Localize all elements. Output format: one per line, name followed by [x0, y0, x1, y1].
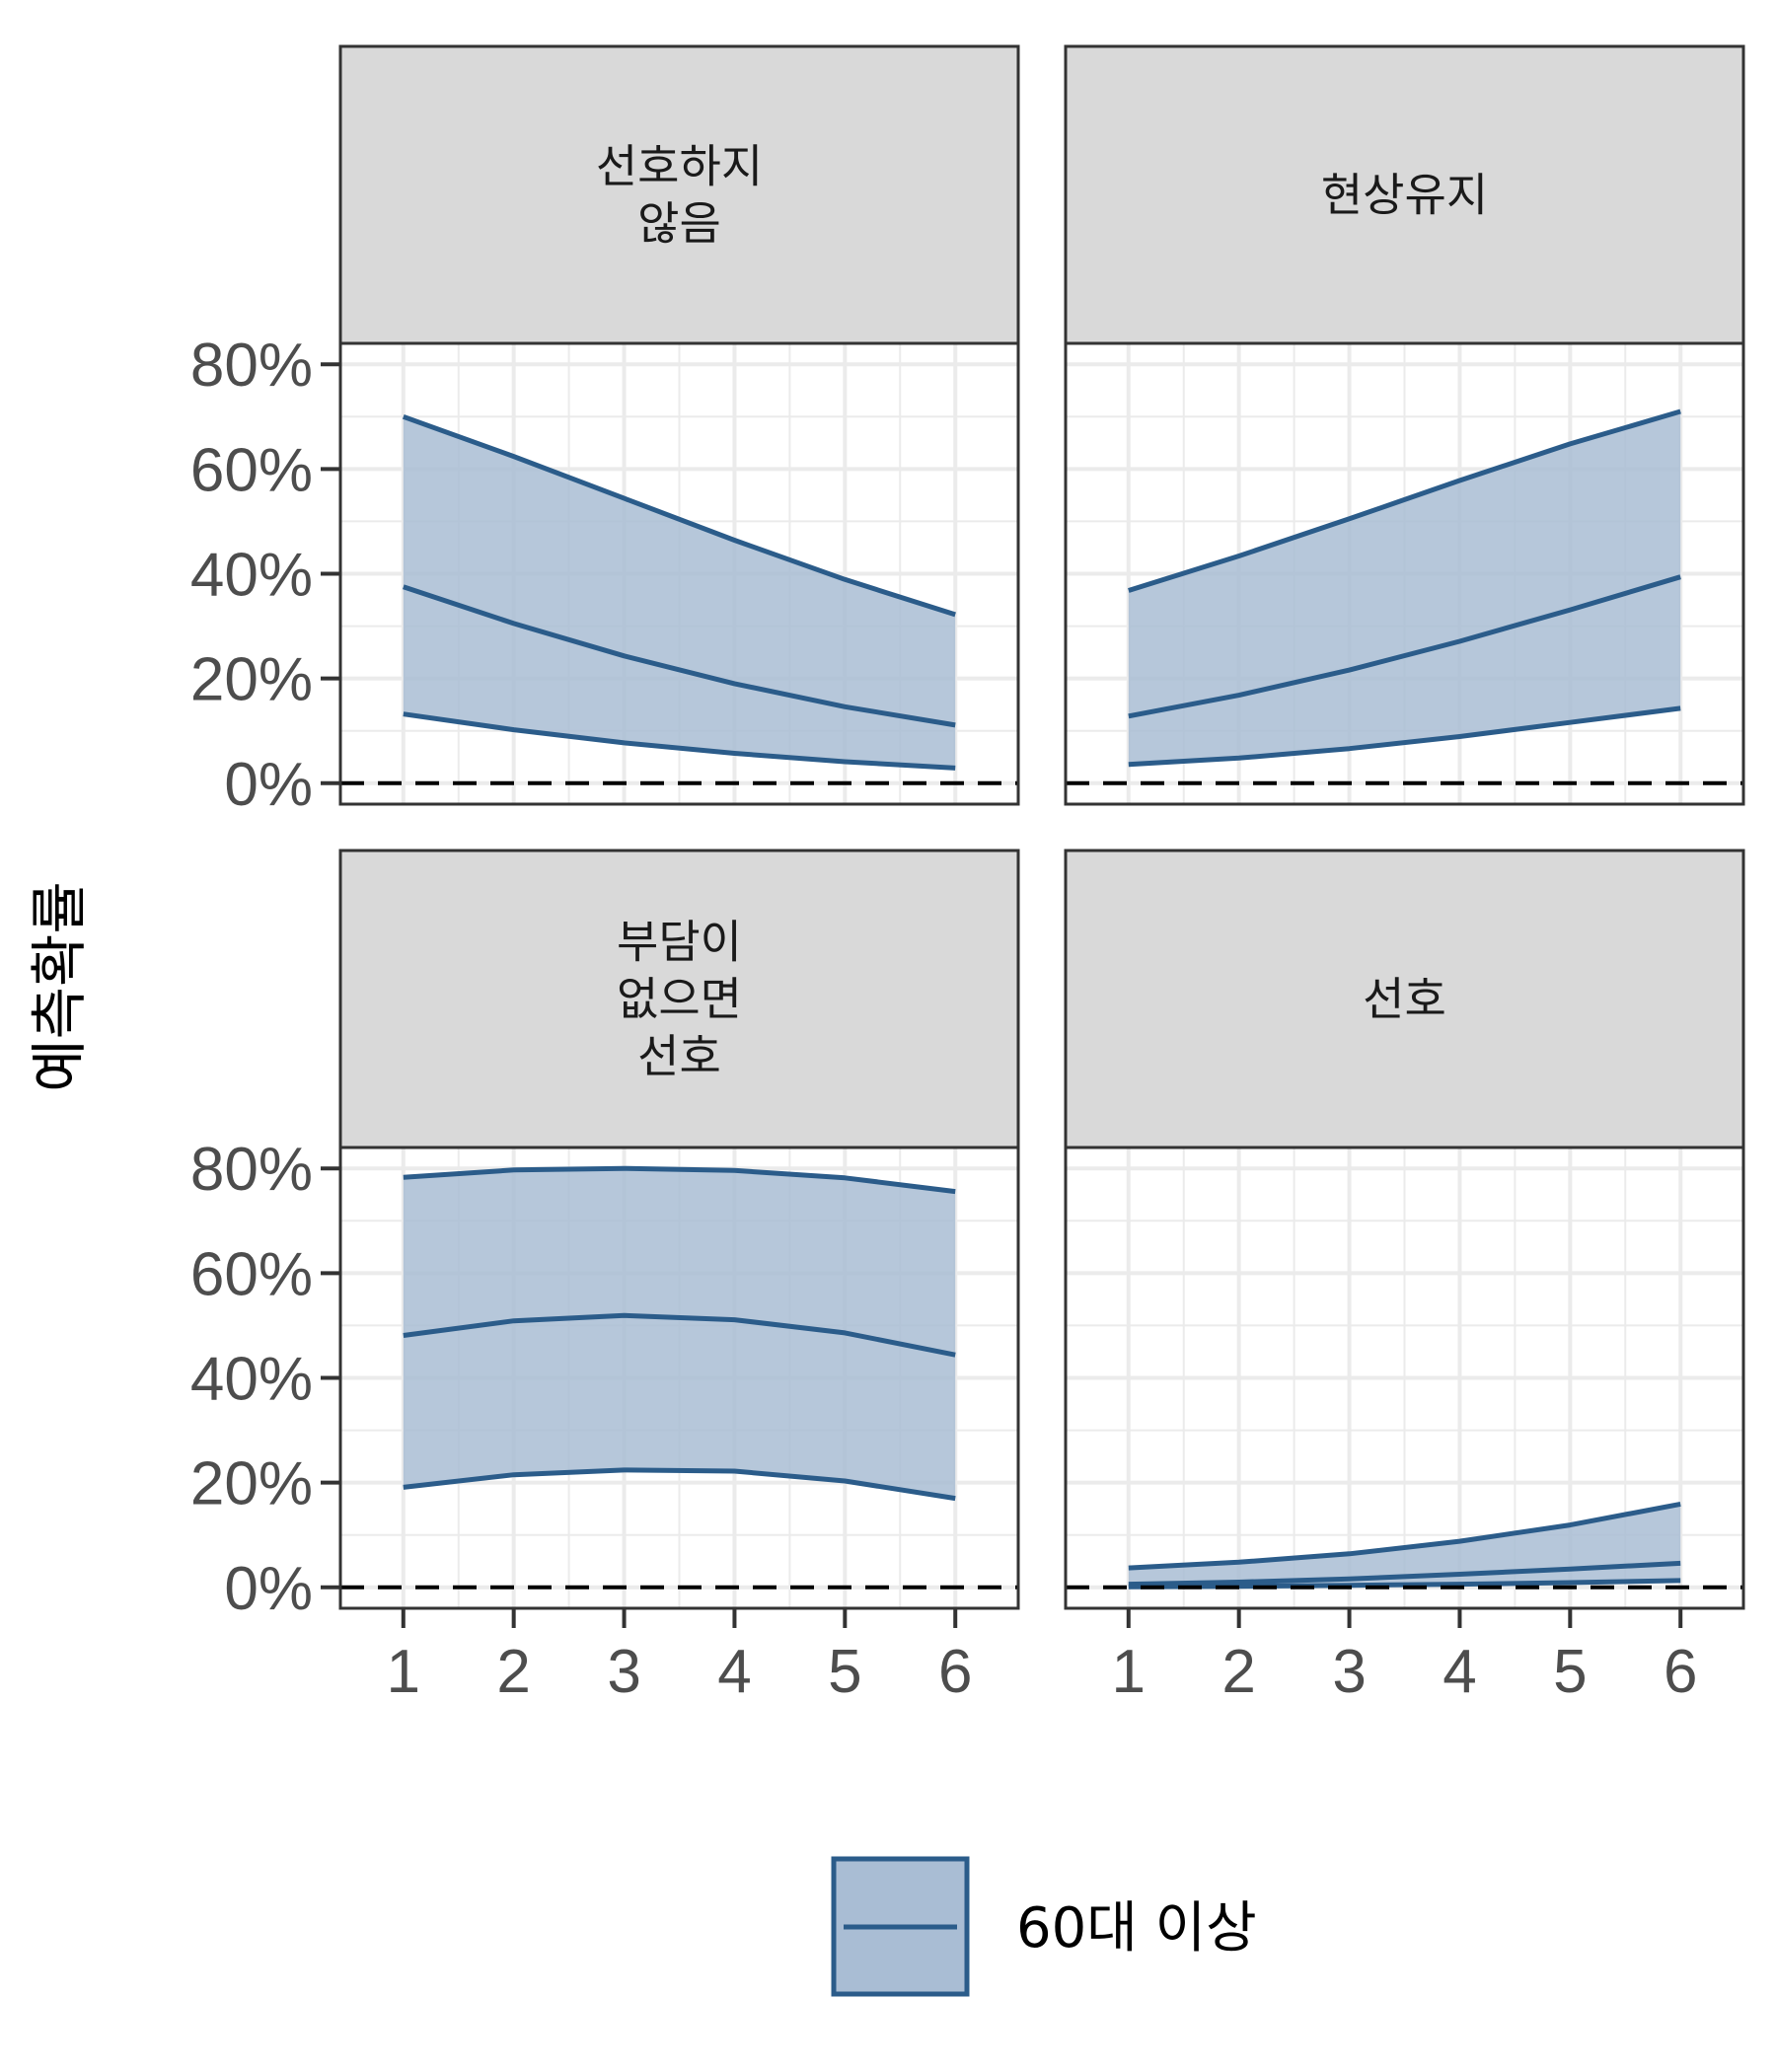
confidence-band: [403, 1168, 956, 1499]
lower-bound-line: [403, 711, 956, 771]
mean-line: [1128, 574, 1681, 719]
legend: 60대 이상: [831, 1856, 1257, 1997]
y-tick-label: 20%: [190, 646, 313, 714]
legend-label: 60대 이상: [1016, 1896, 1257, 1961]
facet-title: 부담이: [617, 916, 742, 969]
upper-bound-line: [1128, 1501, 1681, 1571]
y-tick-label: 20%: [190, 1450, 313, 1518]
x-tick-label: 2: [496, 1638, 530, 1706]
x-tick-label: 3: [1332, 1638, 1366, 1706]
y-tick-label: 60%: [190, 1240, 313, 1308]
mean-line: [1128, 1560, 1681, 1588]
y-tick-label: 40%: [190, 1346, 313, 1414]
x-tick-label: 4: [1443, 1638, 1476, 1706]
facet-title: 선호: [1363, 973, 1446, 1026]
x-tick-label: 6: [938, 1638, 972, 1706]
upper-bound-line: [402, 413, 956, 618]
x-tick-label: 5: [828, 1638, 861, 1706]
panel-border: [1064, 341, 1745, 806]
y-tick-label: 80%: [190, 1136, 313, 1204]
x-tick-label: 1: [387, 1638, 420, 1706]
x-tick-label: 1: [1112, 1638, 1146, 1706]
lower-bound-line: [1128, 705, 1681, 768]
panel-border: [1064, 1146, 1745, 1610]
facet-strip: [1064, 849, 1745, 1149]
x-tick-label: 6: [1664, 1638, 1697, 1706]
x-tick-label: 5: [1553, 1638, 1587, 1706]
facet-panel: 선호 1 2 3 4 5 6: [1064, 849, 1745, 1706]
mean-line: [403, 1312, 956, 1358]
facet-title: 없으면: [617, 973, 742, 1026]
confidence-band: [1128, 411, 1681, 765]
y-tick-label: 0%: [224, 1555, 313, 1623]
y-tick-label: 0%: [224, 751, 313, 819]
facet-title: 현상유지: [1321, 169, 1488, 222]
y-tick-label: 60%: [190, 436, 313, 504]
mean-line: [403, 584, 956, 728]
y-tick-label: 80%: [190, 332, 313, 400]
upper-bound-line: [1128, 408, 1681, 593]
confidence-band: [403, 416, 956, 769]
y-axis-label: 예측확률: [26, 881, 93, 1091]
confidence-band: [1128, 1504, 1681, 1588]
facet-strip: [338, 44, 1020, 345]
x-tick-label: 2: [1221, 1638, 1255, 1706]
upper-bound-line: [403, 1165, 956, 1195]
y-tick-label: 40%: [190, 542, 313, 610]
facet-strip: [338, 849, 1020, 1149]
facet-title: 않음: [637, 197, 721, 251]
facet-title: 선호하지: [596, 140, 763, 193]
x-tick-label: 3: [607, 1638, 640, 1706]
lower-bound-line: [403, 1467, 956, 1502]
facet-title: 선호: [637, 1030, 721, 1083]
panels-layer: 선호하지않음0%20%40%60%80%현상유지부담이없으면선호0%20%40%…: [190, 44, 1745, 1706]
facet-panel: 현상유지: [1064, 44, 1745, 806]
x-tick-label: 4: [717, 1638, 751, 1706]
